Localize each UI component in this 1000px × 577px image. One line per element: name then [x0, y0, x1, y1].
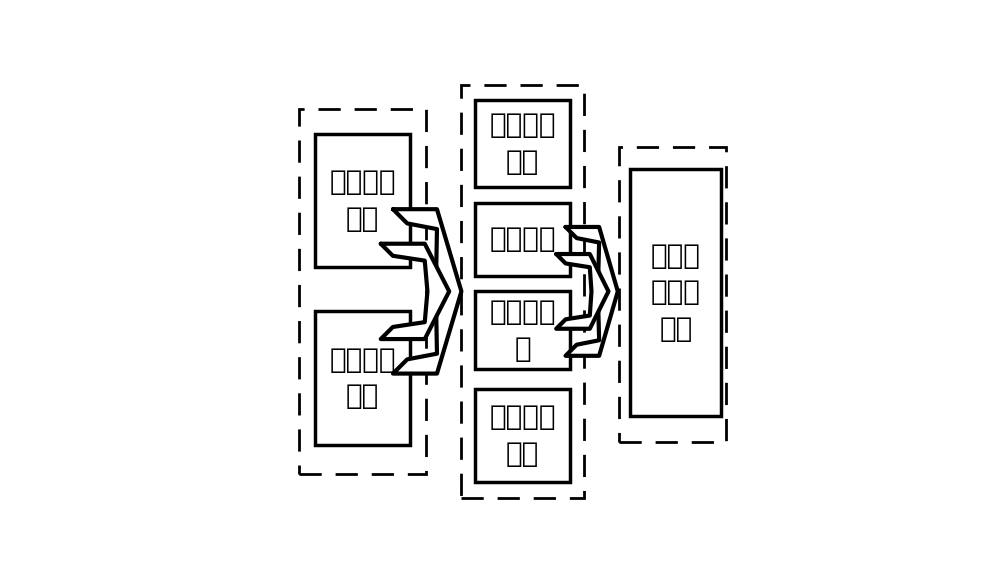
Text: 判断弱轴: 判断弱轴: [489, 225, 556, 253]
Bar: [299, 109, 426, 474]
Text: 构造方程
组: 构造方程 组: [489, 298, 556, 363]
Polygon shape: [393, 209, 461, 373]
Bar: [630, 169, 721, 416]
Text: 闭环传递
函数: 闭环传递 函数: [489, 111, 556, 176]
Text: 辨识机械
参数: 辨识机械 参数: [329, 346, 396, 410]
Bar: [475, 100, 570, 187]
Text: 计算伺服
参数: 计算伺服 参数: [489, 403, 556, 468]
Bar: [315, 134, 410, 267]
Bar: [475, 389, 570, 482]
Polygon shape: [566, 227, 618, 356]
Text: 调整各
轴伺服
参数: 调整各 轴伺服 参数: [651, 242, 701, 343]
Bar: [475, 291, 570, 369]
Bar: [315, 312, 410, 445]
Polygon shape: [556, 254, 608, 329]
Bar: [475, 203, 570, 276]
Polygon shape: [381, 243, 449, 339]
Bar: [461, 85, 584, 498]
Bar: [619, 147, 726, 443]
Text: 读取伺服
参数: 读取伺服 参数: [329, 168, 396, 233]
